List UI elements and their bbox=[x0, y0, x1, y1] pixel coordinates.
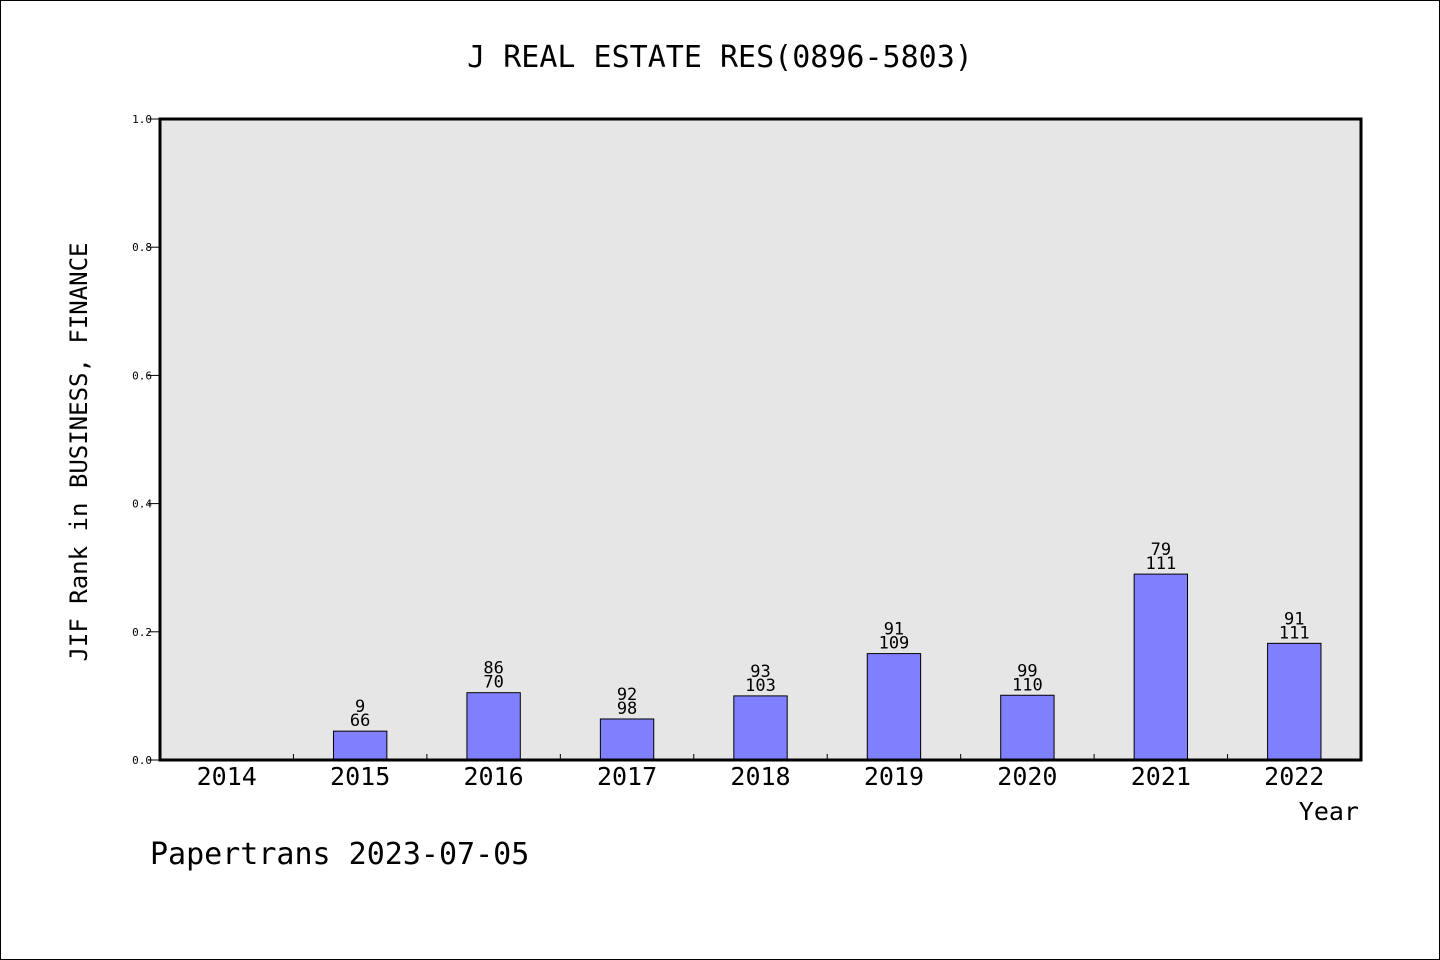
bar-2021 bbox=[1133, 573, 1189, 761]
y-tick-label: 0.8 bbox=[132, 241, 152, 254]
x-tick-label: 2019 bbox=[864, 762, 924, 791]
bar-label-rank: 99 bbox=[1017, 661, 1037, 681]
bar-label-total: 66 bbox=[350, 711, 370, 731]
bars-group bbox=[332, 573, 1322, 761]
bar-2015 bbox=[332, 730, 388, 761]
bar-label-total: 111 bbox=[1145, 554, 1176, 574]
bar-label-rank: 79 bbox=[1151, 540, 1171, 560]
x-tick-label: 2014 bbox=[197, 762, 257, 791]
footer-credit: Papertrans 2023-07-05 bbox=[150, 837, 529, 872]
bar-label-rank: 91 bbox=[1284, 609, 1304, 629]
bar-label-rank: 86 bbox=[483, 659, 503, 679]
x-axis-label: Year bbox=[1299, 797, 1359, 826]
x-tick-label: 2017 bbox=[597, 762, 657, 791]
x-tick-label: 2021 bbox=[1131, 762, 1191, 791]
bar-2019 bbox=[866, 653, 922, 761]
y-axis: 0.0 0.2 0.4 0.6 0.8 1.0 bbox=[132, 113, 160, 767]
bar-label-total: 111 bbox=[1279, 623, 1310, 643]
chart-title: J REAL ESTATE RES(0896-5803) bbox=[467, 40, 973, 75]
bar-label-total: 110 bbox=[1012, 675, 1043, 695]
y-tick-label: 0.0 bbox=[132, 754, 152, 767]
bar-label-total: 103 bbox=[745, 676, 776, 696]
x-tick-label: 2016 bbox=[464, 762, 524, 791]
bar-label-total: 98 bbox=[617, 699, 637, 719]
bar-2017 bbox=[599, 718, 655, 761]
x-tick-label: 2020 bbox=[997, 762, 1057, 791]
bar-2020 bbox=[1000, 694, 1055, 761]
bar-2016 bbox=[466, 692, 521, 761]
y-tick-label: 0.6 bbox=[132, 369, 152, 382]
y-tick-label: 0.2 bbox=[132, 626, 152, 639]
bar-2018 bbox=[733, 695, 788, 761]
bar-label-rank: 91 bbox=[884, 620, 904, 640]
bar-label-total: 70 bbox=[483, 673, 503, 693]
x-tick-label: 2022 bbox=[1264, 762, 1324, 791]
bar-label-total: 109 bbox=[879, 634, 910, 654]
plot-border bbox=[158, 117, 1363, 762]
x-tick-label: 2018 bbox=[730, 762, 790, 791]
bar-2022 bbox=[1267, 642, 1322, 761]
bar-label-rank: 92 bbox=[617, 685, 637, 705]
y-tick-label: 0.4 bbox=[132, 498, 152, 511]
y-axis-label: JIF Rank in BUSINESS, FINANCE bbox=[65, 242, 93, 661]
x-tick-label: 2015 bbox=[330, 762, 390, 791]
bar-label-rank: 9 bbox=[355, 697, 365, 717]
x-axis: 2014 2015 2016 2017 2018 2019 2020 2021 2022 bbox=[197, 754, 1324, 791]
y-tick-label: 1.0 bbox=[132, 113, 152, 126]
bar-label-rank: 93 bbox=[750, 662, 770, 682]
